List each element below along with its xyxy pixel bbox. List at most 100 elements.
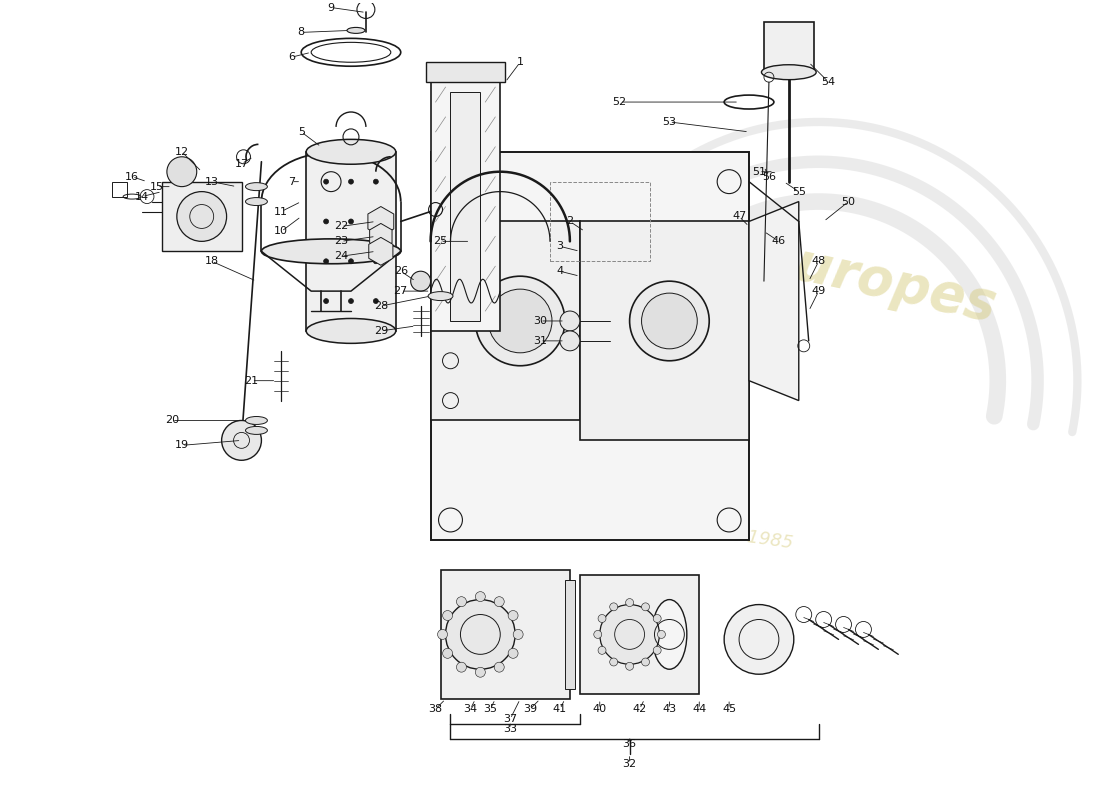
Circle shape xyxy=(658,630,666,638)
Text: 9: 9 xyxy=(328,2,334,13)
Ellipse shape xyxy=(262,239,400,264)
Text: 44: 44 xyxy=(692,704,706,714)
Text: 1: 1 xyxy=(517,58,524,67)
Ellipse shape xyxy=(245,198,267,206)
Text: 47: 47 xyxy=(732,211,746,222)
Text: 42: 42 xyxy=(632,704,647,714)
Bar xyxy=(550,182,649,262)
Bar xyxy=(430,152,749,540)
Ellipse shape xyxy=(346,27,365,34)
Text: 22: 22 xyxy=(334,222,349,231)
Circle shape xyxy=(609,658,618,666)
Circle shape xyxy=(177,192,227,242)
Text: 43: 43 xyxy=(662,704,676,714)
Circle shape xyxy=(724,605,794,674)
Circle shape xyxy=(609,603,618,611)
Ellipse shape xyxy=(761,65,816,80)
Circle shape xyxy=(349,219,353,224)
Text: 54: 54 xyxy=(822,77,836,87)
Circle shape xyxy=(442,610,452,621)
Circle shape xyxy=(560,331,580,351)
Text: 13: 13 xyxy=(205,177,219,186)
Circle shape xyxy=(349,298,353,303)
Circle shape xyxy=(626,598,634,606)
Ellipse shape xyxy=(428,292,453,301)
Bar xyxy=(306,152,396,331)
Bar xyxy=(426,62,505,82)
Circle shape xyxy=(373,298,378,303)
Circle shape xyxy=(373,179,378,184)
Circle shape xyxy=(349,258,353,264)
Bar xyxy=(112,182,128,197)
Bar xyxy=(162,182,242,251)
Circle shape xyxy=(410,271,430,291)
Text: 30: 30 xyxy=(534,316,547,326)
Circle shape xyxy=(475,667,485,678)
Text: 55: 55 xyxy=(792,186,806,197)
Bar xyxy=(580,574,700,694)
Circle shape xyxy=(475,276,565,366)
Text: 25: 25 xyxy=(433,236,448,246)
Text: 8: 8 xyxy=(298,27,305,38)
Text: 53: 53 xyxy=(662,117,676,127)
Text: 35: 35 xyxy=(483,704,497,714)
Text: 36: 36 xyxy=(623,739,637,749)
Text: 37: 37 xyxy=(503,714,517,724)
Text: 39: 39 xyxy=(522,704,537,714)
Bar xyxy=(565,580,575,689)
Circle shape xyxy=(629,281,710,361)
Text: 31: 31 xyxy=(534,336,547,346)
Text: 49: 49 xyxy=(812,286,826,296)
Circle shape xyxy=(373,258,378,264)
Text: 38: 38 xyxy=(429,704,442,714)
Text: 34: 34 xyxy=(463,704,477,714)
Circle shape xyxy=(349,179,353,184)
Circle shape xyxy=(446,599,515,670)
Circle shape xyxy=(488,289,552,353)
Ellipse shape xyxy=(245,426,267,434)
Circle shape xyxy=(456,662,466,672)
Circle shape xyxy=(653,614,661,622)
Text: a passion since 1985: a passion since 1985 xyxy=(604,508,794,552)
Bar xyxy=(451,92,481,321)
Text: 41: 41 xyxy=(553,704,566,714)
Circle shape xyxy=(494,597,504,606)
Text: 29: 29 xyxy=(374,326,388,336)
Circle shape xyxy=(641,658,649,666)
Text: 51: 51 xyxy=(752,166,766,177)
Text: 28: 28 xyxy=(374,301,388,311)
Text: 23: 23 xyxy=(334,236,348,246)
Circle shape xyxy=(456,597,466,606)
Text: 19: 19 xyxy=(175,440,189,450)
Circle shape xyxy=(323,258,329,264)
Circle shape xyxy=(641,603,649,611)
Text: 24: 24 xyxy=(334,251,349,262)
Circle shape xyxy=(221,421,262,460)
Ellipse shape xyxy=(245,182,267,190)
Text: 40: 40 xyxy=(593,704,607,714)
Text: europes: europes xyxy=(756,230,1001,331)
Circle shape xyxy=(600,605,660,664)
Text: 20: 20 xyxy=(165,415,179,426)
Circle shape xyxy=(323,298,329,303)
Ellipse shape xyxy=(306,139,396,164)
Text: 12: 12 xyxy=(175,147,189,157)
Text: 5: 5 xyxy=(298,127,305,137)
Text: 56: 56 xyxy=(762,172,776,182)
Bar xyxy=(440,570,570,699)
Text: 27: 27 xyxy=(394,286,408,296)
Text: 4: 4 xyxy=(557,266,563,276)
Circle shape xyxy=(560,311,580,331)
Text: 16: 16 xyxy=(125,172,139,182)
Circle shape xyxy=(598,614,606,622)
Circle shape xyxy=(508,610,518,621)
Text: 15: 15 xyxy=(150,182,164,192)
Text: 52: 52 xyxy=(613,97,627,107)
Bar xyxy=(430,82,500,331)
Circle shape xyxy=(475,592,485,602)
Circle shape xyxy=(598,646,606,654)
Polygon shape xyxy=(749,202,799,401)
Text: 6: 6 xyxy=(288,52,295,62)
Text: 2: 2 xyxy=(566,217,573,226)
Text: 3: 3 xyxy=(557,242,563,251)
